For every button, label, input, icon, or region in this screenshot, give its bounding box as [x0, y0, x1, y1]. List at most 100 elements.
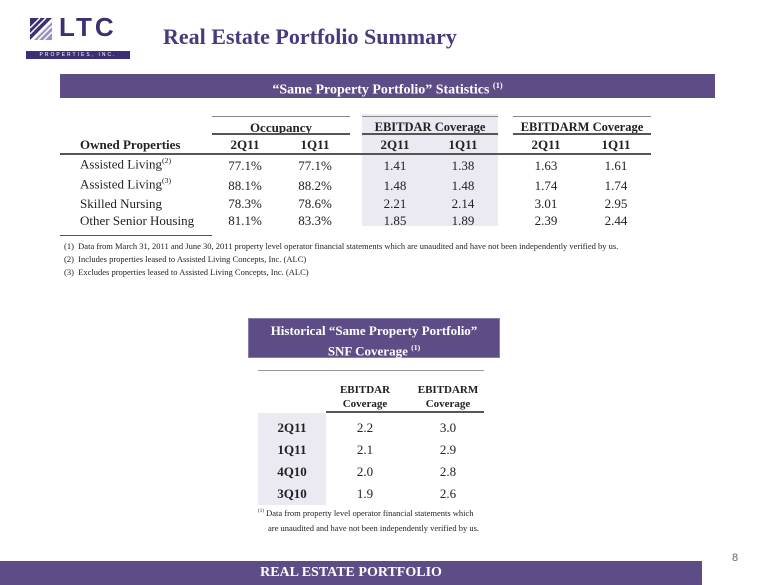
footnote-text: Data from March 31, 2011 and June 30, 20…	[78, 241, 619, 251]
header-rule	[60, 153, 651, 155]
snf-top-rule	[258, 370, 484, 371]
snf-col-header: EBITDAR Coverage	[330, 383, 400, 411]
table-cell: 2.95	[604, 196, 628, 211]
snf-cell: 2.1	[356, 442, 374, 457]
group-ebitdar: EBITDAR Coverage	[374, 120, 486, 134]
snf-cell: 2.6	[439, 486, 457, 501]
snf-footnote-num: (1)	[258, 508, 264, 515]
row-label: Assisted Living(3)	[80, 176, 171, 192]
snf-banner: Historical “Same Property Portfolio” SNF…	[248, 318, 500, 358]
period-header: 1Q11	[300, 137, 330, 152]
snf-period: 2Q11	[277, 420, 307, 435]
logo-subtitle: PROPERTIES, INC.	[26, 51, 130, 59]
snf-period-shade	[258, 413, 326, 505]
table-cell: 2.14	[451, 196, 475, 211]
table-cell: 1.41	[383, 158, 407, 173]
footnote-text: Includes properties leased to Assisted L…	[78, 254, 307, 264]
footnote-rule	[60, 235, 212, 236]
table-cell: 3.01	[534, 196, 558, 211]
period-header: 2Q11	[230, 137, 260, 152]
group-rule	[362, 116, 498, 117]
logo-wordmark: LTC	[59, 12, 117, 42]
snf-col-header-line: EBITDARM	[417, 384, 479, 396]
snf-cell: 2.9	[439, 442, 457, 457]
group-ebitdarm: EBITDARM Coverage	[520, 120, 644, 134]
snf-banner-line2-wrap: SNF Coverage (1)	[249, 339, 499, 359]
stats-banner-note: (1)	[492, 81, 503, 90]
table-cell: 77.1%	[298, 158, 332, 173]
group-rule-bottom	[362, 133, 498, 135]
snf-col-header-line: Coverage	[342, 398, 388, 410]
table-cell: 88.2%	[298, 178, 332, 193]
footnote-num: (3)	[64, 267, 74, 277]
footnote: (2) Includes properties leased to Assist…	[64, 254, 306, 264]
snf-banner-line1: Historical “Same Property Portfolio”	[270, 323, 478, 338]
table-cell: 78.3%	[228, 196, 262, 211]
group-rule	[513, 116, 651, 117]
group-rule-bottom	[513, 133, 651, 135]
snf-col-header: EBITDARM Coverage	[410, 383, 486, 411]
stats-banner: “Same Property Portfolio” Statistics (1)	[60, 74, 715, 98]
table-cell: 2.39	[534, 213, 558, 228]
table-cell: 83.3%	[298, 213, 332, 228]
period-header: 2Q11	[531, 137, 561, 152]
footnote-text: Excludes properties leased to Assisted L…	[78, 267, 309, 277]
period-header: 1Q11	[601, 137, 631, 152]
table-cell: 1.89	[451, 213, 475, 228]
snf-banner-note: (1)	[411, 343, 421, 352]
row-label-text: Assisted Living	[80, 156, 162, 172]
footnote: (1) Data from March 31, 2011 and June 30…	[64, 241, 618, 251]
row-label: Other Senior Housing	[80, 213, 195, 228]
snf-cell: 2.8	[439, 464, 457, 479]
table-cell: 1.61	[604, 158, 628, 173]
ebitdar-column-shade	[362, 114, 498, 226]
table-cell: 1.74	[604, 178, 628, 193]
table-cell: 1.48	[451, 178, 475, 193]
snf-footnote-line: Data from property level operator financ…	[266, 508, 474, 518]
snf-cell: 1.9	[356, 486, 374, 501]
snf-cell: 2.2	[356, 420, 374, 435]
table-cell: 88.1%	[228, 178, 262, 193]
snf-period: 1Q11	[277, 442, 307, 457]
table-cell: 1.74	[534, 178, 558, 193]
snf-cell: 3.0	[439, 420, 457, 435]
footnote-num: (2)	[64, 254, 74, 264]
stats-banner-text: “Same Property Portfolio” Statistics	[272, 82, 490, 98]
table-cell: 2.44	[604, 213, 628, 228]
footnote: (3) Excludes properties leased to Assist…	[64, 267, 309, 277]
table-cell: 1.63	[534, 158, 558, 173]
snf-cell: 2.0	[356, 464, 374, 479]
page-number: 8	[732, 552, 739, 564]
group-rule-bottom	[212, 133, 350, 135]
footnote-num: (1)	[64, 241, 74, 251]
period-header: 1Q11	[448, 137, 478, 152]
snf-banner-line2: SNF Coverage	[327, 343, 408, 359]
table-cell: 78.6%	[298, 196, 332, 211]
group-rule	[212, 116, 350, 117]
snf-header-rule	[326, 411, 484, 413]
snf-period: 4Q10	[277, 464, 307, 479]
row-label-note: (2)	[161, 156, 172, 165]
group-occupancy: Occupancy	[249, 120, 313, 135]
row-label: Skilled Nursing	[80, 196, 162, 211]
footer-banner: REAL ESTATE PORTFOLIO	[0, 561, 702, 585]
row-label-note: (3)	[161, 176, 172, 185]
table-cell: 81.1%	[228, 213, 262, 228]
table-cell: 1.38	[451, 158, 475, 173]
page-title: Real Estate Portfolio Summary	[163, 24, 457, 49]
period-header: 2Q11	[380, 137, 410, 152]
snf-col-header-line: Coverage	[425, 398, 471, 410]
snf-footnote: (1) Data from property level operator fi…	[258, 508, 474, 518]
table-cell: 2.21	[383, 196, 407, 211]
logo-mark-icon	[26, 14, 56, 44]
row-label-text: Assisted Living	[80, 176, 162, 192]
table-cell: 77.1%	[228, 158, 262, 173]
snf-footnote-line: are unaudited and have not been independ…	[268, 523, 480, 533]
table-cell: 1.85	[383, 213, 407, 228]
snf-col-header-line: EBITDAR	[339, 384, 391, 396]
table-cell: 1.48	[383, 178, 407, 193]
row-label: Assisted Living(2)	[80, 156, 171, 172]
snf-period: 3Q10	[277, 486, 307, 501]
row-header: Owned Properties	[80, 137, 181, 152]
company-logo: LTC PROPERTIES, INC.	[26, 12, 130, 59]
